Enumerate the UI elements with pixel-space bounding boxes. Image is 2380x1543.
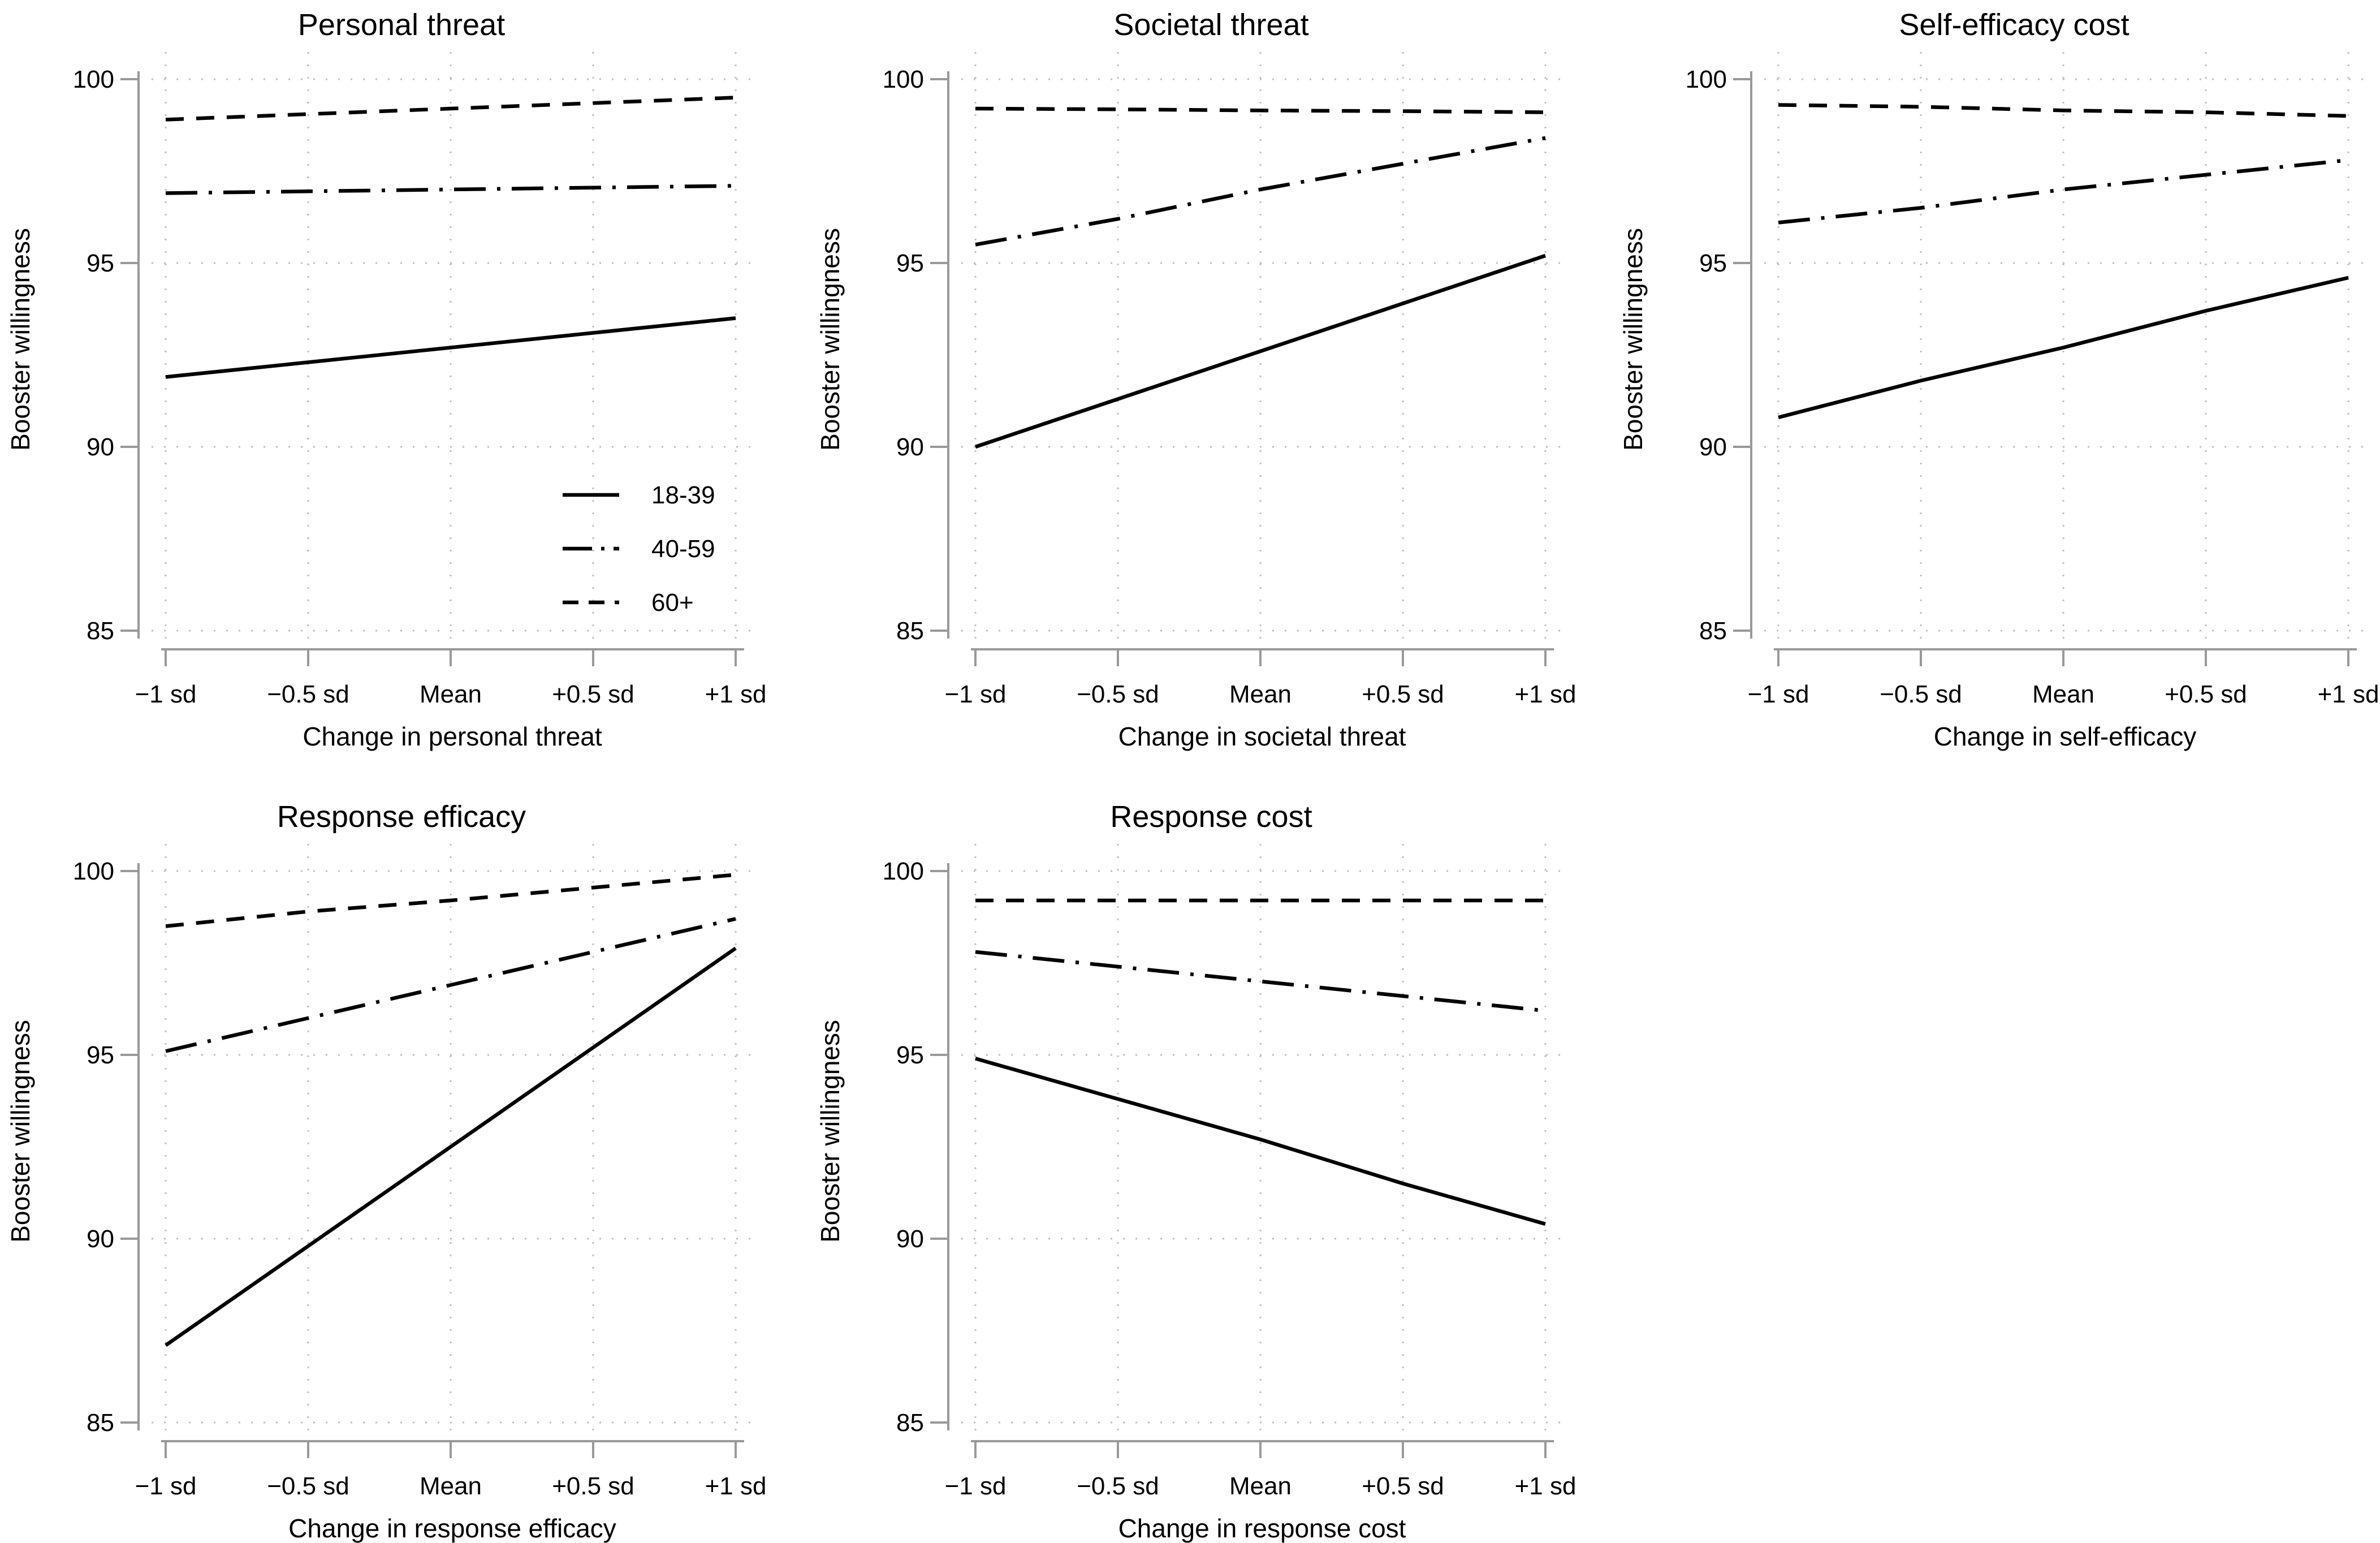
y-tick-label: 95	[1699, 249, 1727, 277]
chart-panel-personal-threat: 85 90 95 100 −1 sd −0.5 sd Mean +0.5 sd +1 sd Per…	[0, 0, 786, 758]
series-line-60	[1778, 103, 2349, 118]
x-axis-label: Change in response cost	[1118, 1514, 1406, 1543]
x-tick-label: Mean	[420, 680, 482, 708]
legend-label-18-39: 18-39	[651, 481, 715, 509]
x-axis-label: Change in response efficacy	[288, 1514, 616, 1543]
series-line-18-39	[974, 253, 1547, 449]
y-axis-label: Booster willingness	[815, 1020, 845, 1243]
chart-canvas-self-efficacy-cost: 85 90 95 100 −1 sd −0.5 sd Mean +0.5 sd +1 sd Sel…	[1618, 8, 2379, 751]
x-tick-label: +1 sd	[2318, 680, 2379, 708]
chart-canvas-response-efficacy: 85 90 95 100 −1 sd −0.5 sd Mean +0.5 sd +1 sd Res…	[6, 800, 767, 1543]
y-tick-label: 95	[896, 1041, 924, 1069]
chart-panel-societal-threat: 85 90 95 100 −1 sd −0.5 sd Mean +0.5 sd +1 sd Soc…	[810, 0, 1596, 758]
y-tick-label: 85	[896, 617, 924, 645]
series-line-40-59	[165, 184, 736, 195]
y-tick-label: 100	[1686, 66, 1727, 93]
series-line-18-39	[1778, 275, 2349, 420]
y-tick-label: 95	[896, 249, 924, 277]
x-tick-label: −0.5 sd	[267, 1472, 349, 1500]
chart-canvas-personal-threat: 85 90 95 100 −1 sd −0.5 sd Mean +0.5 sd +1 sd Per…	[6, 8, 767, 751]
series-line-18-39	[975, 1057, 1546, 1226]
chart-title: Self-efficacy cost	[1899, 8, 2129, 42]
x-tick-label: +0.5 sd	[1362, 1472, 1444, 1500]
legend-label-40-59: 40-59	[651, 535, 715, 563]
y-tick-label: 90	[87, 1225, 114, 1253]
series-line-60	[165, 873, 736, 928]
chart-canvas-societal-threat: 85 90 95 100 −1 sd −0.5 sd Mean +0.5 sd +1 sd Soc…	[815, 8, 1576, 751]
y-tick-label: 85	[87, 1409, 114, 1437]
y-tick-label: 100	[883, 857, 924, 885]
x-tick-label: Mean	[1229, 1472, 1291, 1500]
x-tick-label: +1 sd	[705, 680, 767, 708]
y-tick-label: 90	[87, 433, 114, 461]
x-axis-label: Change in societal threat	[1118, 722, 1406, 751]
x-tick-label: +1 sd	[705, 1472, 767, 1500]
y-axis-label: Booster willingness	[6, 228, 35, 451]
x-tick-label: Mean	[420, 1472, 482, 1500]
x-tick-label: Mean	[2032, 680, 2094, 708]
chart-title: Response efficacy	[277, 800, 526, 834]
chart-panel-self-efficacy-cost: 85 90 95 100 −1 sd −0.5 sd Mean +0.5 sd +1 sd Sel…	[1613, 0, 2380, 758]
x-axis-label: Change in personal threat	[303, 722, 602, 751]
series-line-40-59	[975, 950, 1546, 1013]
x-tick-label: −1 sd	[135, 680, 197, 708]
x-tick-label: −0.5 sd	[1077, 1472, 1159, 1500]
x-tick-label: −0.5 sd	[1880, 680, 1962, 708]
y-tick-label: 95	[87, 249, 114, 277]
x-tick-label: −1 sd	[945, 1472, 1007, 1500]
y-tick-label: 85	[87, 617, 114, 645]
legend-label-60: 60+	[651, 589, 694, 617]
chart-title: Societal threat	[1113, 8, 1308, 42]
chart-title: Personal threat	[298, 8, 505, 42]
x-tick-label: +0.5 sd	[552, 680, 634, 708]
x-tick-label: Mean	[1229, 680, 1291, 708]
x-tick-label: +0.5 sd	[2165, 680, 2247, 708]
y-tick-label: 100	[73, 66, 114, 93]
y-tick-label: 100	[73, 857, 114, 885]
legend: 18-39 40-59 60+	[563, 481, 715, 617]
x-tick-label: −1 sd	[1748, 680, 1809, 708]
x-tick-label: −1 sd	[945, 680, 1007, 708]
y-tick-label: 85	[896, 1409, 924, 1437]
y-tick-label: 90	[1699, 433, 1727, 461]
series-line-40-59	[1778, 158, 2349, 225]
series-line-40-59	[975, 136, 1546, 247]
x-tick-label: −1 sd	[135, 1472, 197, 1500]
y-tick-label: 90	[896, 433, 924, 461]
x-tick-label: −0.5 sd	[1077, 680, 1159, 708]
series-line-40-59	[165, 917, 736, 1053]
chart-panel-response-cost: 85 90 95 100 −1 sd −0.5 sd Mean +0.5 sd +1 sd Res…	[810, 792, 1596, 1543]
x-tick-label: +1 sd	[1515, 1472, 1576, 1500]
chart-canvas-response-cost: 85 90 95 100 −1 sd −0.5 sd Mean +0.5 sd +1 sd Res…	[815, 800, 1576, 1543]
series-line-18-39	[165, 946, 737, 1347]
x-tick-label: +0.5 sd	[1362, 680, 1444, 708]
chart-title: Response cost	[1110, 800, 1312, 834]
y-tick-label: 90	[896, 1225, 924, 1253]
series-line-60	[165, 96, 736, 122]
x-tick-label: +0.5 sd	[552, 1472, 634, 1500]
y-axis-label: Booster willingness	[6, 1020, 35, 1243]
x-tick-label: −0.5 sd	[267, 680, 349, 708]
y-tick-label: 100	[883, 66, 924, 93]
y-tick-label: 85	[1699, 617, 1727, 645]
series-line-60	[975, 106, 1546, 114]
chart-panel-response-efficacy: 85 90 95 100 −1 sd −0.5 sd Mean +0.5 sd +1 sd Res…	[0, 792, 786, 1543]
y-tick-label: 95	[87, 1041, 114, 1069]
y-axis-label: Booster willingness	[815, 228, 845, 451]
x-axis-label: Change in self-efficacy	[1934, 722, 2197, 751]
y-axis-label: Booster willingness	[1618, 228, 1648, 451]
series-line-18-39	[165, 316, 736, 379]
x-tick-label: +1 sd	[1515, 680, 1576, 708]
